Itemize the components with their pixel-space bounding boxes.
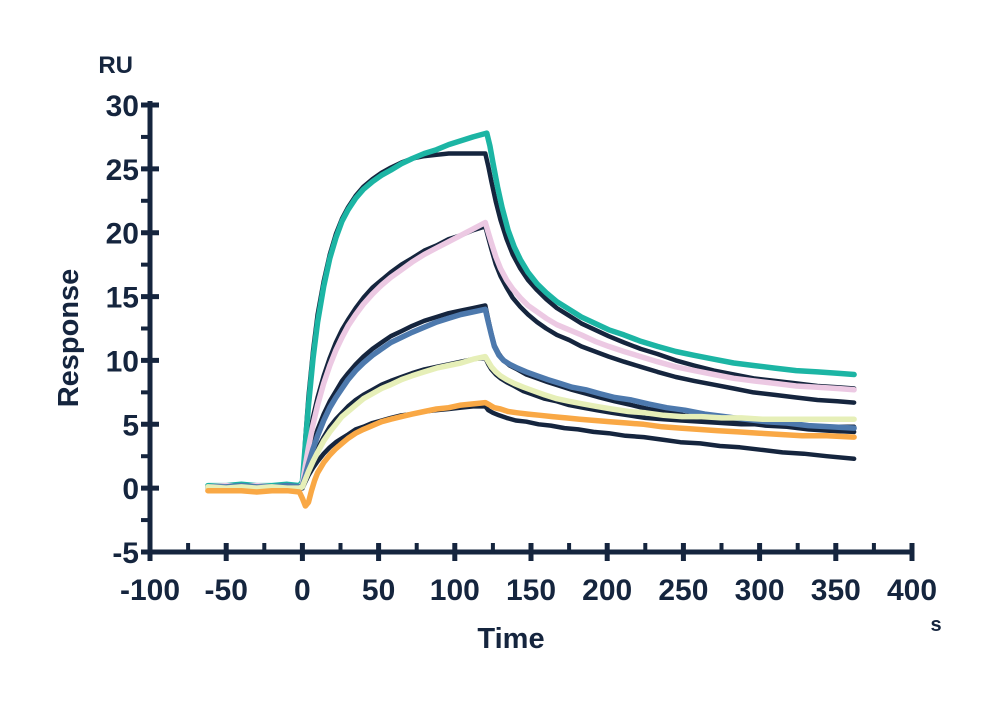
x-axis-title: Time [477, 623, 544, 655]
series-conc-5-measured [205, 399, 857, 509]
x-tick-label: 0 [294, 574, 311, 607]
y-tick-label: 30 [106, 90, 139, 123]
x-tick-label: 400 [887, 574, 937, 607]
x-tick-label: 200 [582, 574, 632, 607]
y-tick-label: 20 [106, 218, 139, 251]
y-tick-label: 5 [122, 409, 139, 442]
y-tick-label: 10 [106, 345, 139, 378]
series-conc-4-measured [205, 353, 857, 491]
y-tick-label: 25 [106, 154, 139, 187]
x-tick-label: 350 [811, 574, 861, 607]
x-tick-label: -50 [205, 574, 248, 607]
y-tick-label: 15 [106, 282, 139, 315]
series-conc-2-measured [205, 219, 857, 490]
y-tick-label: 0 [122, 473, 139, 506]
series-conc-1-measured [205, 130, 857, 489]
x-tick-label: -100 [120, 574, 180, 607]
x-tick-label: 50 [362, 574, 395, 607]
x-tick-label: 150 [506, 574, 556, 607]
x-tick-label: 300 [735, 574, 785, 607]
y-tick-label: -5 [112, 537, 139, 570]
series-fit-conc-5 [205, 404, 857, 491]
series-conc-3-measured [205, 306, 857, 490]
x-axis-unit-label: s [930, 614, 941, 636]
x-tick-label: 250 [658, 574, 708, 607]
x-tick-label: 100 [430, 574, 480, 607]
y-axis-unit-label: RU [98, 52, 133, 79]
y-axis-title: Response [53, 269, 85, 408]
